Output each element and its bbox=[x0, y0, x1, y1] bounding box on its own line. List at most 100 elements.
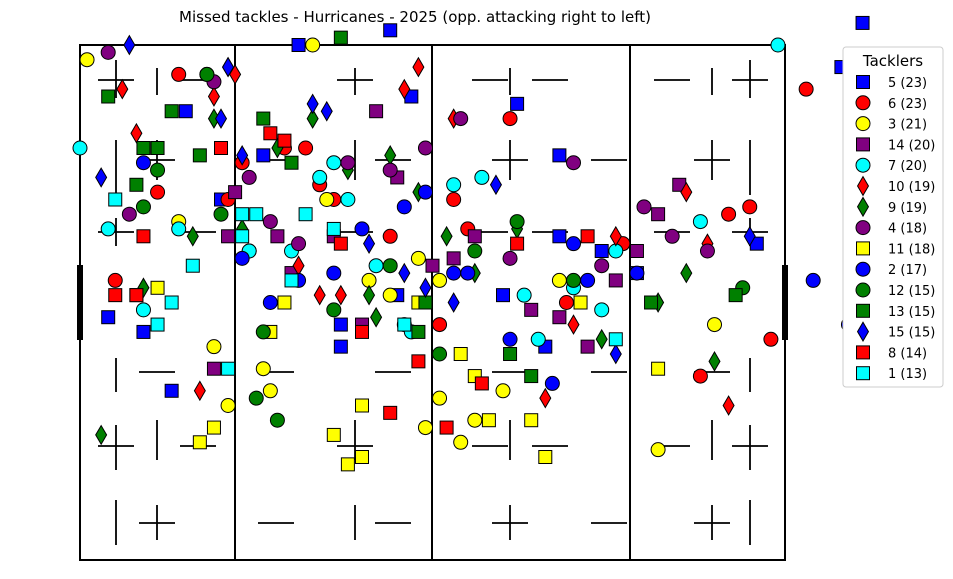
data-point-tackler-10 bbox=[398, 78, 411, 100]
data-point-tackler-12 bbox=[467, 243, 483, 259]
scatter-points bbox=[72, 15, 905, 472]
data-point-tackler-7 bbox=[340, 192, 356, 207]
legend-label-14: 14 (20) bbox=[888, 138, 935, 153]
data-point-tackler-15 bbox=[363, 233, 376, 254]
data-point-tackler-11 bbox=[150, 280, 165, 295]
data-point-tackler-5 bbox=[101, 310, 116, 325]
data-point-tackler-11 bbox=[355, 450, 369, 464]
legend-marker-2 bbox=[855, 261, 871, 277]
data-point-tackler-8 bbox=[474, 376, 489, 391]
legend-label-7: 7 (20) bbox=[888, 159, 927, 174]
data-point-tackler-15 bbox=[743, 225, 756, 247]
data-point-tackler-6 bbox=[171, 66, 187, 82]
data-point-tackler-11 bbox=[524, 413, 539, 428]
data-point-tackler-3 bbox=[650, 442, 666, 458]
legend-label-8: 8 (14) bbox=[888, 346, 927, 361]
data-point-tackler-1 bbox=[221, 361, 236, 376]
data-point-tackler-2 bbox=[446, 265, 462, 281]
data-point-tackler-7 bbox=[770, 37, 786, 53]
data-point-tackler-7 bbox=[446, 177, 462, 193]
rugby-pitch bbox=[77, 44, 788, 561]
data-point-tackler-4 bbox=[121, 206, 137, 222]
data-point-tackler-10 bbox=[609, 225, 622, 247]
data-point-tackler-6 bbox=[763, 331, 779, 347]
data-point-tackler-1 bbox=[298, 207, 313, 222]
data-point-tackler-5 bbox=[855, 15, 870, 30]
legend-title: Tacklers bbox=[862, 52, 923, 70]
data-point-tackler-7 bbox=[312, 169, 328, 185]
data-point-tackler-3 bbox=[495, 383, 511, 399]
data-point-tackler-14 bbox=[270, 229, 285, 244]
data-point-tackler-15 bbox=[306, 93, 319, 115]
data-point-tackler-12 bbox=[566, 272, 581, 288]
data-point-tackler-4 bbox=[566, 155, 581, 171]
data-point-tackler-14 bbox=[425, 258, 440, 273]
data-point-tackler-6 bbox=[107, 272, 123, 288]
data-point-tackler-1 bbox=[108, 192, 123, 207]
data-point-tackler-9 bbox=[306, 108, 319, 129]
data-point-tackler-15 bbox=[95, 167, 108, 188]
data-point-tackler-3 bbox=[255, 361, 271, 377]
legend-marker-5 bbox=[856, 75, 870, 89]
data-point-tackler-1 bbox=[608, 332, 623, 347]
data-point-tackler-2 bbox=[234, 250, 250, 266]
data-point-tackler-9 bbox=[186, 225, 199, 247]
data-point-tackler-2 bbox=[460, 265, 476, 281]
data-point-tackler-2 bbox=[566, 236, 581, 252]
data-point-tackler-12 bbox=[213, 206, 229, 222]
data-point-tackler-4 bbox=[594, 258, 610, 274]
pitch-dash-marks bbox=[98, 60, 768, 545]
data-point-tackler-3 bbox=[432, 390, 448, 406]
data-point-tackler-5 bbox=[164, 383, 179, 398]
data-point-tackler-10 bbox=[412, 56, 425, 78]
data-point-tackler-1 bbox=[235, 229, 250, 244]
legend-label-4: 4 (18) bbox=[888, 222, 927, 237]
data-point-tackler-6 bbox=[558, 295, 574, 310]
data-point-tackler-10 bbox=[334, 284, 347, 306]
data-point-tackler-13 bbox=[136, 141, 151, 155]
data-point-tackler-4 bbox=[699, 243, 715, 259]
data-point-tackler-5 bbox=[178, 104, 193, 119]
data-point-tackler-1 bbox=[397, 317, 412, 332]
data-point-tackler-8 bbox=[333, 236, 348, 251]
legend-marker-14 bbox=[856, 137, 870, 152]
legend-label-15: 15 (15) bbox=[888, 326, 935, 341]
legend-label-10: 10 (19) bbox=[888, 180, 935, 195]
data-point-tackler-6 bbox=[692, 368, 708, 384]
data-point-tackler-15 bbox=[222, 56, 235, 78]
data-point-tackler-6 bbox=[798, 81, 814, 97]
data-point-tackler-11 bbox=[651, 361, 666, 376]
data-point-tackler-3 bbox=[417, 420, 433, 436]
data-point-tackler-11 bbox=[573, 295, 588, 310]
legend-label-9: 9 (19) bbox=[888, 201, 927, 216]
data-point-tackler-11 bbox=[481, 413, 496, 428]
data-point-tackler-2 bbox=[417, 184, 433, 200]
data-point-tackler-3 bbox=[453, 434, 469, 450]
data-point-tackler-7 bbox=[100, 221, 116, 237]
data-point-tackler-14 bbox=[524, 302, 539, 317]
data-point-tackler-4 bbox=[340, 155, 356, 171]
legend-marker-13 bbox=[856, 303, 870, 318]
data-point-tackler-14 bbox=[228, 185, 243, 200]
data-point-tackler-14 bbox=[580, 339, 595, 354]
data-point-tackler-2 bbox=[502, 331, 518, 347]
data-point-tackler-13 bbox=[256, 111, 271, 126]
data-point-tackler-12 bbox=[326, 302, 342, 318]
legend-marker-6 bbox=[855, 95, 871, 111]
legend-marker-9 bbox=[856, 196, 870, 218]
data-point-tackler-1 bbox=[150, 317, 165, 332]
data-point-tackler-2 bbox=[805, 272, 821, 288]
data-point-tackler-2 bbox=[396, 199, 412, 215]
data-point-tackler-2 bbox=[326, 265, 342, 281]
data-point-tackler-15 bbox=[398, 262, 411, 284]
data-point-tackler-8 bbox=[108, 288, 123, 303]
data-point-tackler-8 bbox=[263, 126, 278, 141]
data-point-tackler-8 bbox=[439, 420, 454, 435]
data-point-tackler-15 bbox=[447, 292, 460, 313]
data-point-tackler-6 bbox=[150, 184, 166, 200]
data-point-tackler-7 bbox=[474, 169, 490, 185]
data-point-tackler-13 bbox=[284, 155, 299, 170]
legend-marker-7 bbox=[855, 157, 871, 173]
data-point-tackler-7 bbox=[530, 331, 546, 347]
data-point-tackler-13 bbox=[503, 347, 518, 361]
